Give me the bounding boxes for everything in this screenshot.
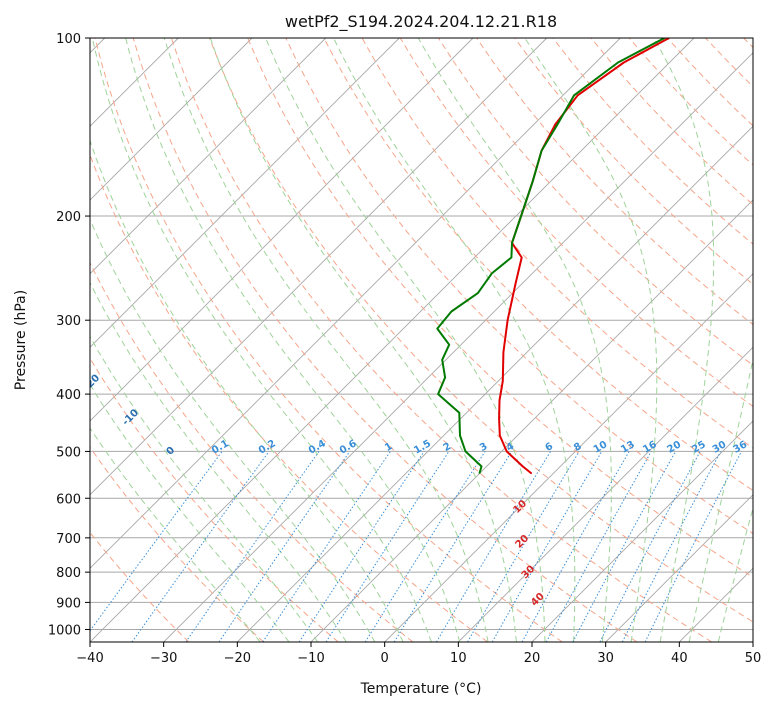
isotherm-grid — [90, 38, 753, 642]
x-tick-label: 0 — [381, 651, 389, 666]
moist-adiabat-line — [90, 335, 319, 642]
dry-adiabat-line — [94, 38, 563, 642]
moist-adiabat-line — [90, 383, 290, 642]
mixing-ratio-line — [218, 451, 351, 642]
mixing-ratio-label: 3 — [478, 441, 490, 454]
dry-adiabat-line — [323, 38, 753, 492]
y-tick-label: 400 — [56, 388, 81, 403]
plot-frame — [89, 37, 754, 643]
mixing-ratio-label: 1 — [383, 441, 395, 454]
moist-adiabat-line — [90, 281, 347, 642]
dry-adiabat-line — [209, 38, 753, 623]
moist-adiabat-line — [90, 427, 261, 642]
dewpoint-profile-line — [436, 38, 665, 474]
isobar-grid — [90, 38, 753, 630]
x-tick-label: −30 — [150, 651, 177, 666]
y-tick-label: 100 — [56, 32, 81, 47]
y-tick-label: 600 — [56, 492, 81, 507]
mixing-ratio-line — [545, 451, 652, 642]
x-tick-label: 30 — [597, 651, 614, 666]
isotherm-line — [163, 52, 753, 642]
isotherm-line — [531, 420, 753, 642]
x-tick-label: −20 — [224, 651, 251, 666]
isotherm-line — [90, 38, 253, 201]
dry-adiabat-line — [90, 261, 414, 642]
isotherm-line — [605, 494, 753, 642]
x-tick-label: −40 — [76, 651, 103, 666]
moist-adiabat-line — [688, 356, 753, 642]
y-tick-label: 200 — [56, 210, 81, 225]
moist-adiabat-line — [653, 38, 715, 642]
moist-adiabat-line — [209, 38, 517, 642]
mixing-ratio-line — [572, 451, 676, 642]
mixing-ratio-line — [90, 451, 223, 632]
moist-adiabat-line — [265, 38, 546, 642]
y-tick-label: 1000 — [48, 623, 81, 638]
mixing-ratio-line — [435, 451, 552, 642]
isotherm-line — [457, 346, 753, 642]
isotherm-line — [90, 38, 400, 348]
moist-adiabat-line — [91, 38, 432, 642]
mixing-ratio-line — [364, 451, 486, 642]
x-tick-label: 10 — [450, 651, 467, 666]
mixing-ratio-line — [325, 451, 450, 642]
x-tick-label: 50 — [745, 651, 762, 666]
dry-adiabat-line — [514, 38, 753, 285]
y-axis: 100 200 300 400 500 600 700 800 900 1000 — [48, 32, 90, 638]
dry-adiabat-line — [476, 38, 753, 326]
mixing-ratio-label: 2 — [442, 441, 454, 454]
mixing-ratio-line — [599, 451, 701, 642]
mixing-ratio-label: 8 — [572, 441, 584, 454]
moist-adiabat-line — [717, 506, 753, 642]
moist-adiabat-line — [333, 38, 576, 642]
isotherm-line — [90, 38, 621, 569]
mixing-ratio-label: 6 — [543, 441, 555, 454]
y-axis-label: Pressure (hPa) — [13, 290, 29, 390]
isotherm-line — [90, 38, 548, 496]
isotherm-line — [90, 38, 695, 642]
mixing-ratio-line — [131, 451, 270, 642]
dry-adiabat-line — [170, 38, 712, 642]
moist-adiabats — [90, 38, 753, 642]
mixing-ratio-line — [262, 451, 391, 642]
moist-adiabat-line — [417, 38, 612, 642]
mixing-ratio-line — [644, 451, 742, 642]
mixing-ratio-line — [298, 451, 425, 642]
plot-area: 0.10.20.40.611.52346810131620253036-100-… — [90, 38, 753, 642]
dry-adiabat-line — [285, 38, 753, 535]
isotherm-line — [236, 125, 753, 642]
y-tick-label: 800 — [56, 566, 81, 581]
moist-adiabat-line — [90, 218, 376, 642]
y-tick-label: 500 — [56, 445, 81, 460]
isotherm-line — [384, 273, 753, 642]
mixing-ratio-label: 4 — [505, 441, 517, 454]
x-axis: −40 −30 −20 −10 0 10 20 30 40 50 — [76, 642, 761, 666]
temperature-profile-line — [498, 38, 670, 475]
dry-adiabat-line — [247, 38, 753, 578]
moist-adiabat-line — [163, 38, 489, 642]
moist-adiabat-line — [90, 139, 404, 642]
mixing-ratio-line — [185, 451, 320, 642]
mixing-ratio-line — [521, 451, 630, 642]
x-tick-label: −10 — [297, 651, 324, 666]
chart-title: wetPf2_S194.2024.204.12.21.R18 — [285, 12, 557, 32]
moist-adiabat-line — [125, 38, 461, 642]
x-tick-label: 20 — [524, 651, 541, 666]
mixing-ratio-line — [393, 451, 513, 642]
y-tick-label: 900 — [56, 596, 81, 611]
y-tick-label: 700 — [56, 532, 81, 547]
x-tick-label: 40 — [671, 651, 688, 666]
mixing-ratio-line — [621, 451, 722, 642]
profile-series — [436, 38, 670, 475]
moist-adiabat-line — [524, 38, 658, 642]
isotherm-line — [90, 38, 327, 275]
isotherm-line — [90, 38, 474, 422]
dry-adiabat-line — [90, 446, 264, 642]
y-tick-label: 300 — [56, 314, 81, 329]
mixing-ratio-lines — [90, 451, 742, 642]
x-axis-label: Temperature (°C) — [360, 681, 482, 697]
